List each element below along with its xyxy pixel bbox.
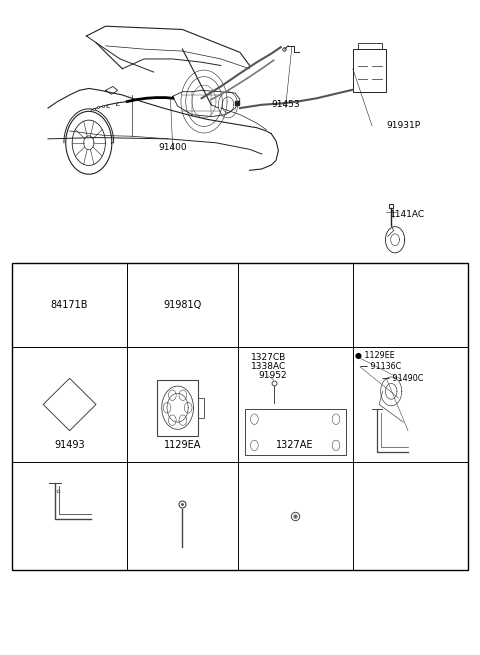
Bar (157, 380, 198, 436)
Text: 91931P: 91931P (386, 121, 420, 130)
Bar (353, 49, 386, 92)
Bar (245, 409, 346, 455)
Text: 84171B: 84171B (51, 300, 88, 310)
Text: 1327AE: 1327AE (276, 440, 314, 449)
Bar (12, 263, 468, 570)
Text: — 91136C: — 91136C (360, 362, 401, 371)
Text: 1338AC: 1338AC (251, 362, 287, 371)
Text: ● 1129EE: ● 1129EE (355, 351, 395, 360)
Text: 91981Q: 91981Q (163, 300, 202, 310)
Text: 1327CB: 1327CB (251, 353, 287, 362)
Text: 1129EA: 1129EA (164, 440, 201, 449)
Text: 91453: 91453 (271, 100, 300, 109)
Text: 91493: 91493 (54, 440, 85, 449)
Text: — 91490C: — 91490C (382, 374, 423, 383)
Text: 1141AC: 1141AC (389, 210, 425, 219)
Text: 91400: 91400 (158, 143, 187, 152)
Text: 91952: 91952 (259, 371, 288, 381)
